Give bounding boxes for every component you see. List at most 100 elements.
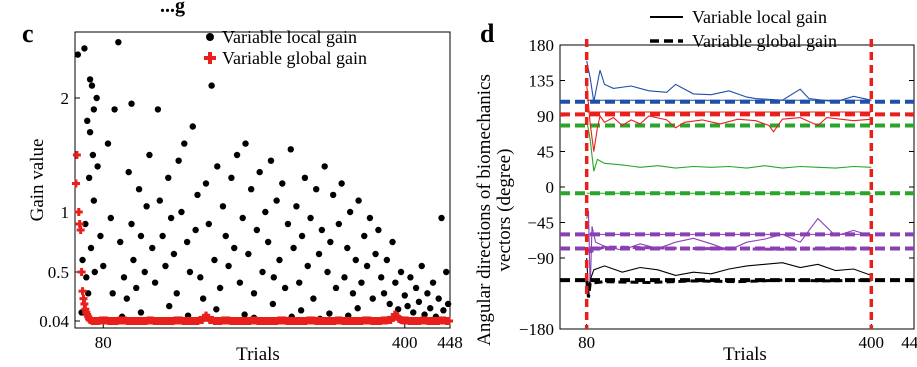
y-tick-label-d: 90 — [537, 107, 554, 126]
local-gain-point — [341, 274, 348, 281]
local-gain-point — [87, 244, 95, 252]
local-gain-point — [273, 197, 280, 204]
legend-label-global-c: Variable global gain — [222, 48, 367, 68]
local-gain-point — [404, 302, 411, 310]
x-tick-label-d: 400 — [859, 333, 885, 352]
y-tick-label-d: 45 — [537, 143, 554, 162]
local-gain-point — [298, 232, 306, 240]
local-gain-point — [123, 295, 131, 302]
global-gain-point — [201, 311, 210, 320]
global-gain-point — [203, 313, 212, 322]
global-gain-points — [71, 151, 454, 325]
series-line — [586, 84, 872, 152]
local-gain-point — [435, 295, 442, 302]
local-gain-point — [219, 203, 227, 210]
legend-marker-local-c — [206, 33, 214, 41]
y-axis-label-c: Gain value — [27, 139, 48, 222]
local-gain-point — [111, 106, 118, 113]
local-gain-point — [269, 300, 277, 308]
local-gain-point — [128, 100, 135, 107]
local-gain-point — [386, 300, 393, 308]
local-gain-point — [231, 244, 238, 252]
x-tick-label-c: 80 — [95, 333, 112, 352]
global-gain-point — [306, 316, 315, 325]
x-tick-label-d: 80 — [578, 333, 595, 352]
global-gain-point — [400, 316, 409, 325]
global-gain-point — [445, 317, 454, 325]
local-gain-point — [181, 140, 188, 147]
global-gain-point — [410, 317, 419, 325]
local-gain-point — [253, 226, 261, 234]
legend-label-local-d: Variable local gain — [692, 7, 827, 27]
y-tick-label-c: 0.5 — [48, 263, 69, 282]
panel-c: c ...g Gain value Trials 0.04 0.5 1 2 80 400… — [22, 0, 463, 365]
local-gain-point — [222, 232, 229, 240]
local-gain-point — [115, 39, 122, 46]
local-gain-point — [167, 214, 175, 222]
local-gain-point — [429, 279, 437, 286]
local-gain-point — [290, 244, 297, 252]
legend-label-global-d: Variable global gain — [692, 31, 837, 51]
local-gain-point — [120, 274, 128, 281]
global-gain-point — [353, 317, 362, 325]
local-gain-point — [438, 214, 445, 222]
local-gain-point — [315, 250, 323, 258]
local-gain-point — [349, 290, 357, 297]
global-gain-point — [386, 315, 395, 324]
global-gain-point — [76, 226, 85, 234]
local-gain-point — [197, 274, 204, 281]
local-gain-point — [133, 284, 140, 292]
local-gain-point — [146, 151, 153, 159]
x-tick-label-d: 448 — [901, 333, 917, 352]
local-gain-point — [151, 279, 159, 286]
local-gain-point — [156, 197, 163, 204]
local-gain-point — [199, 295, 207, 302]
x-axis-label-d: Trials — [723, 344, 767, 365]
global-gain-point — [75, 220, 84, 228]
global-gain-point — [344, 317, 353, 325]
global-gain-point — [136, 317, 145, 325]
local-gain-point — [259, 268, 266, 276]
local-gain-point — [444, 300, 452, 308]
y-tick-label-d: 180 — [529, 36, 555, 55]
local-gain-point — [236, 279, 244, 286]
global-gain-point — [250, 316, 259, 325]
local-gain-point — [250, 290, 258, 297]
global-gain-point — [278, 316, 287, 325]
global-gain-point — [89, 317, 98, 325]
local-gain-point — [245, 250, 252, 258]
local-gain-point — [378, 274, 385, 281]
local-gain-point — [83, 274, 90, 281]
local-gain-point — [202, 180, 210, 187]
local-gain-point — [137, 309, 145, 316]
local-gain-point — [183, 238, 191, 246]
global-gain-point — [146, 316, 155, 325]
dashed-series-line — [585, 278, 872, 298]
series-line — [586, 60, 872, 103]
global-gain-point — [74, 208, 83, 216]
truncated-heading: ...g — [160, 0, 185, 17]
series-line — [586, 257, 872, 294]
local-gain-point — [84, 290, 92, 297]
local-gain-point — [173, 290, 180, 297]
local-gain-point — [82, 220, 89, 228]
local-gain-point — [91, 268, 98, 276]
global-gain-point — [287, 317, 296, 325]
local-gain-point — [211, 256, 218, 264]
local-gain-point — [125, 168, 132, 176]
local-gain-point — [327, 238, 334, 246]
local-gain-point — [216, 284, 224, 292]
local-gain-point — [287, 146, 294, 153]
global-gain-point — [381, 316, 390, 325]
local-gain-point — [361, 232, 368, 240]
x-tick-label-c: 400 — [392, 333, 418, 352]
global-gain-point — [79, 294, 88, 303]
local-gain-point — [389, 238, 396, 246]
local-gain-point — [159, 232, 166, 240]
global-gain-point — [155, 317, 164, 325]
local-gain-point — [165, 174, 172, 181]
local-gain-points — [74, 39, 452, 323]
local-gain-point — [279, 180, 286, 187]
plot-frame-d — [559, 44, 915, 330]
